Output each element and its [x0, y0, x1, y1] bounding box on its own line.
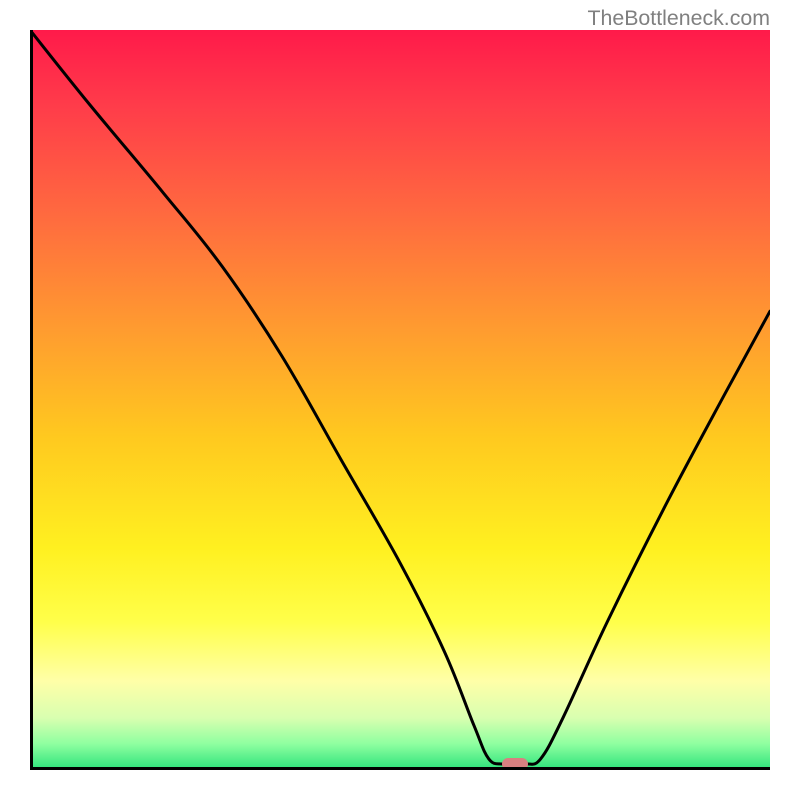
watermark-text: TheBottleneck.com [587, 6, 770, 31]
axis-left [30, 30, 33, 770]
bottleneck-curve [30, 30, 770, 770]
axis-bottom [30, 767, 770, 770]
plot-area [30, 30, 770, 770]
bottleneck-chart: TheBottleneck.com [0, 0, 800, 800]
